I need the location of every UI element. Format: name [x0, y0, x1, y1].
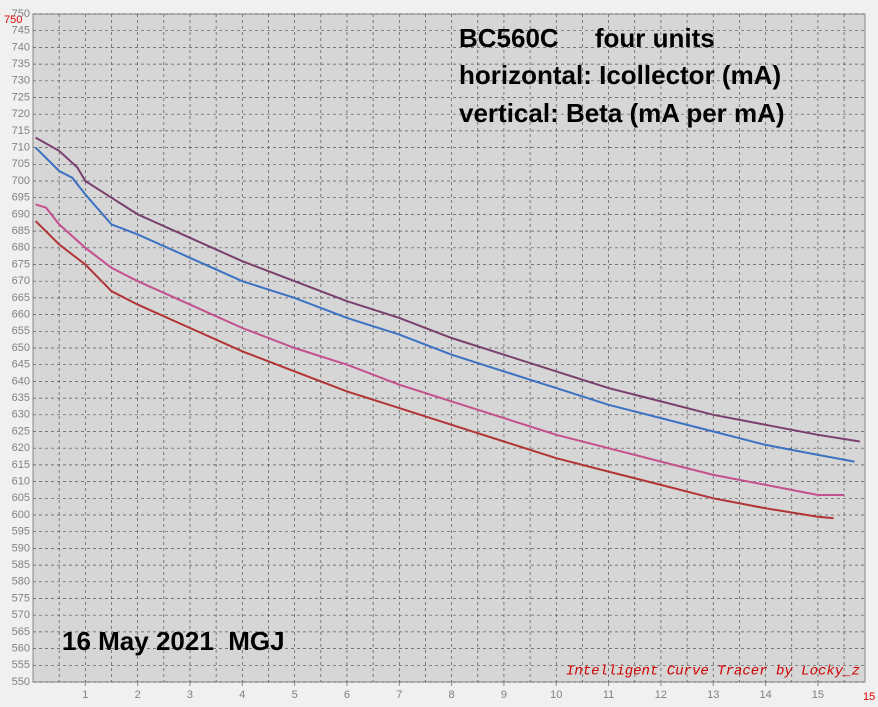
x-tick-label: 2 — [135, 689, 141, 701]
series-line — [34, 220, 834, 520]
y-tick-label: 655 — [12, 325, 30, 337]
y-tick-label: 705 — [12, 158, 30, 170]
y-tick-label: 600 — [12, 509, 30, 521]
y-tick-label: 575 — [12, 592, 30, 604]
y-tick-label: 570 — [12, 609, 30, 621]
y-tick-label: 650 — [12, 342, 30, 354]
y-tick-label: 630 — [12, 409, 30, 421]
y-tick-label: 720 — [12, 108, 30, 120]
x-tick-label: 7 — [396, 689, 402, 701]
y-tick-label: 555 — [12, 659, 30, 671]
series-line — [35, 136, 860, 443]
y-tick-label: 605 — [12, 492, 30, 504]
y-tick-label: 640 — [12, 375, 30, 387]
y-tick-label: 595 — [12, 526, 30, 538]
series-line — [34, 146, 855, 463]
y-tick-label: 565 — [12, 626, 30, 638]
y-tick-label: 615 — [12, 459, 30, 471]
annotation: 16 May 2021 MGJ — [62, 626, 285, 656]
x-tick-label: 15 — [812, 689, 824, 701]
x-tick-label: 6 — [344, 689, 350, 701]
x-tick-label: 12 — [655, 689, 667, 701]
x-tick-label: 14 — [759, 689, 771, 701]
x-max-label: 15 — [863, 691, 875, 703]
y-tick-label: 590 — [12, 542, 30, 554]
y-tick-label: 735 — [12, 58, 30, 70]
y-tick-label: 670 — [12, 275, 30, 287]
x-tick-label: 4 — [239, 689, 245, 701]
lines — [34, 136, 860, 520]
y-tick-label: 550 — [12, 676, 30, 688]
y-tick-label: 685 — [12, 225, 30, 237]
y-tick-label: 710 — [12, 142, 30, 154]
y-tick-label: 610 — [12, 476, 30, 488]
y-max-label: 750 — [4, 14, 22, 26]
y-tick-label: 645 — [12, 359, 30, 371]
annotation: BC560C four units — [459, 23, 715, 53]
y-tick-label: 725 — [12, 91, 30, 103]
y-tick-label: 635 — [12, 392, 30, 404]
y-tick-label: 695 — [12, 192, 30, 204]
y-tick-label: 665 — [12, 292, 30, 304]
x-tick-label: 5 — [292, 689, 298, 701]
y-tick-label: 675 — [12, 258, 30, 270]
grid — [33, 13, 865, 686]
y-tick-label: 745 — [12, 25, 30, 37]
y-tick-label: 620 — [12, 442, 30, 454]
y-tick-label: 660 — [12, 309, 30, 321]
series-line — [35, 203, 845, 496]
y-tick-label: 585 — [12, 559, 30, 571]
y-tick-label: 625 — [12, 425, 30, 437]
x-tick-label: 3 — [187, 689, 193, 701]
x-tick-label: 10 — [550, 689, 562, 701]
y-tick-label: 715 — [12, 125, 30, 137]
x-tick-label: 13 — [707, 689, 719, 701]
x-tick-label: 1 — [82, 689, 88, 701]
annotation: vertical: Beta (mA per mA) — [459, 98, 785, 128]
y-tick-label: 740 — [12, 41, 30, 53]
y-tick-label: 750 — [12, 8, 30, 20]
y-tick-label: 580 — [12, 576, 30, 588]
x-tick-label: 11 — [603, 689, 614, 701]
y-tick-label: 700 — [12, 175, 30, 187]
annotation: horizontal: Icollector (mA) — [459, 60, 781, 90]
credit: Intelligent Curve Tracer by Locky_z — [566, 664, 860, 680]
y-tick-label: 560 — [12, 643, 30, 655]
y-tick-label: 690 — [12, 208, 30, 220]
x-tick-label: 9 — [501, 689, 507, 701]
y-tick-label: 680 — [12, 242, 30, 254]
x-tick-label: 8 — [449, 689, 455, 701]
y-tick-label: 730 — [12, 75, 30, 87]
